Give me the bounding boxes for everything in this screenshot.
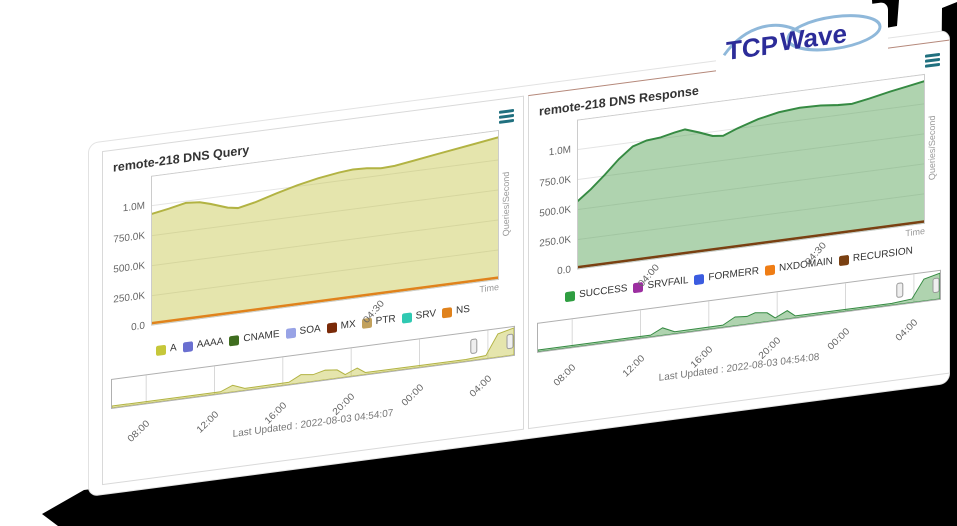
baseline-series-line (151, 276, 499, 325)
legend-label: SUCCESS (579, 282, 628, 301)
plot-frame (577, 73, 925, 270)
legend-item-ns[interactable]: NS (442, 304, 470, 319)
navigator-series (111, 327, 515, 409)
legend-swatch (401, 311, 412, 324)
navigator[interactable] (111, 325, 515, 409)
chart-context-menu-icon[interactable] (499, 107, 514, 126)
legend-label: FORMERR (708, 265, 759, 284)
baseline-series-line (577, 220, 925, 269)
gridline (151, 219, 499, 267)
y-axis-title: Queries/Second (501, 171, 511, 237)
navigator-handle[interactable] (896, 282, 904, 298)
area-chart-plot[interactable] (577, 73, 925, 270)
logo-text-wave: Wave (780, 18, 847, 57)
legend-item-aaaa[interactable]: AAAA (182, 336, 224, 353)
navigator[interactable] (537, 269, 941, 353)
y-axis-title: Queries/Second (927, 114, 937, 181)
legend-label: AAAA (196, 336, 224, 351)
legend-label: SOA (299, 323, 321, 338)
legend-label: CNAME (243, 328, 280, 345)
legend-swatch (285, 327, 296, 339)
y-axis-tick-label: 750.0K (539, 174, 571, 190)
plot-frame (151, 129, 499, 326)
logo-swoosh-ellipse (786, 14, 882, 52)
area-chart-plot[interactable] (151, 129, 499, 326)
gridline (151, 249, 499, 297)
y-axis-tick-label: 500.0K (113, 260, 145, 276)
legend-swatch (764, 264, 775, 276)
legend-swatch (326, 321, 337, 334)
tcpwave-logo-graphic: TCP Wave (722, 14, 882, 66)
legend-swatch (182, 340, 193, 353)
y-axis-tick-label: 1.0M (122, 200, 145, 215)
navigator-handle[interactable] (932, 277, 940, 294)
y-axis-tick-label: 250.0K (113, 290, 145, 306)
legend-swatch (565, 290, 576, 302)
navigator-handle[interactable] (470, 338, 478, 354)
legend-label: SRV (415, 308, 437, 322)
legend-label: NS (456, 303, 470, 317)
legend-item-formerr[interactable]: FORMERR (694, 266, 759, 285)
gridline (151, 189, 499, 237)
area-series-fill (151, 137, 499, 326)
legend-swatch (156, 344, 167, 356)
y-axis-tick-label: 750.0K (113, 230, 145, 246)
legend-swatch (442, 306, 453, 318)
y-axis-tick-label: 1.0M (548, 144, 571, 159)
navigator-handle[interactable] (506, 333, 514, 350)
tcpwave-logo: TCP Wave (716, 1, 888, 81)
navigator-series (537, 272, 941, 353)
legend-swatch (229, 334, 240, 346)
area-series-line (577, 80, 925, 203)
legend-item-a[interactable]: A (156, 342, 177, 356)
gridline (151, 159, 499, 207)
area-series-line (151, 136, 499, 216)
navigator-mini-chart[interactable] (111, 327, 515, 409)
logo-swoosh-arc (722, 23, 803, 57)
y-axis-tick-label: 0.0 (557, 264, 571, 278)
legend-label: A (170, 342, 177, 355)
chart-context-menu-icon[interactable] (925, 51, 940, 70)
y-axis-tick-label: 500.0K (539, 204, 571, 220)
legend-swatch (838, 254, 849, 266)
legend-item-recursion[interactable]: RECURSION (838, 245, 913, 266)
y-axis-tick-label: 250.0K (539, 234, 571, 250)
legend-label: RECURSION (852, 245, 913, 265)
legend-item-success[interactable]: SUCCESS (565, 283, 627, 302)
area-series-fill (577, 81, 925, 270)
dns-query-chart-card: remote-218 DNS Query Queries/Second Time… (102, 95, 524, 486)
legend-item-srv[interactable]: SRV (401, 308, 437, 324)
dns-response-chart-card: remote-218 DNS Response Queries/Second T… (528, 39, 950, 430)
legend-item-cname[interactable]: CNAME (229, 328, 280, 347)
legend-label: PTR (375, 313, 396, 328)
navigator-mini-chart[interactable] (537, 271, 941, 353)
legend-swatch (694, 273, 705, 285)
logo-text-tcp: TCP (726, 29, 778, 66)
y-axis-tick-label: 0.0 (131, 320, 145, 334)
legend-item-soa[interactable]: SOA (285, 323, 321, 339)
